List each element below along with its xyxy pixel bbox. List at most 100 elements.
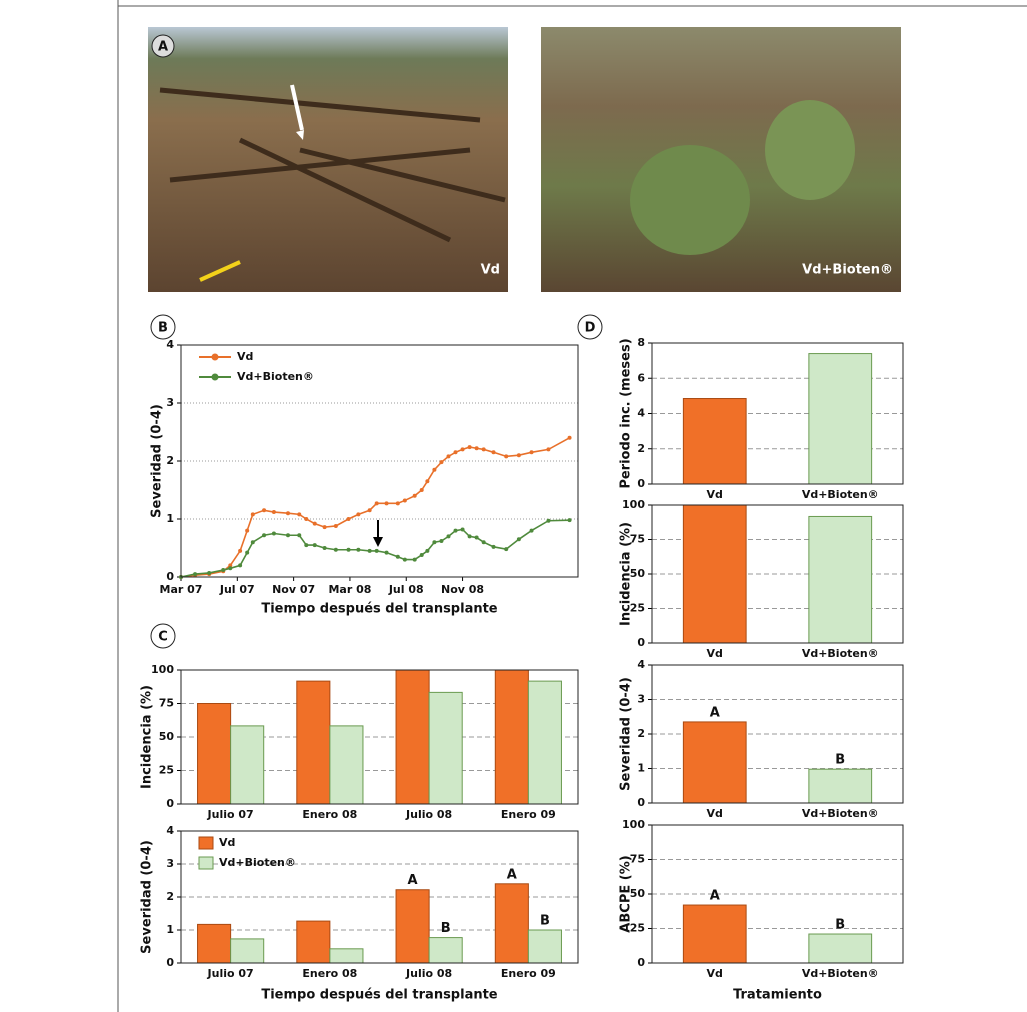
point — [285, 511, 290, 516]
x-tick-label: Enero 09 — [501, 967, 556, 980]
y-tick-label: 25 — [159, 764, 174, 777]
point — [567, 518, 572, 523]
x-tick-label: Vd+Bioten® — [802, 488, 879, 501]
plot-frame — [651, 342, 904, 485]
y-tick-label: 4 — [166, 824, 174, 837]
panel-badge — [151, 34, 175, 58]
photo-detail — [765, 100, 855, 200]
y-tick-label: 8 — [637, 336, 645, 349]
bar — [428, 937, 463, 964]
point — [453, 450, 458, 455]
y-axis-title: Incidencia (%) — [619, 522, 634, 626]
point — [304, 517, 309, 521]
bar — [808, 515, 873, 644]
y-tick-label: 50 — [159, 730, 175, 743]
point — [297, 533, 302, 538]
bar — [197, 923, 232, 964]
point — [504, 454, 509, 459]
point — [412, 557, 417, 562]
x-tick-label: Vd — [707, 967, 723, 980]
photo-label: Vd+Bioten® — [802, 263, 893, 278]
point — [322, 546, 327, 550]
y-tick-label: 25 — [630, 922, 645, 935]
point — [467, 534, 472, 539]
point — [285, 533, 290, 538]
y-tick-label: 1 — [166, 512, 174, 525]
point — [271, 531, 276, 536]
panel-letter: A — [158, 40, 168, 55]
y-axis-title: Incidencia (%) — [140, 685, 155, 789]
bar — [494, 669, 529, 805]
point — [356, 512, 361, 517]
y-tick-label: 75 — [630, 533, 645, 546]
photo-label: Vd — [481, 263, 500, 278]
plot-frame — [651, 824, 904, 964]
y-axis-title: Severidad (0-4) — [140, 840, 155, 954]
x-tick-label: Vd+Bioten® — [802, 967, 879, 980]
x-tick-label: Vd+Bioten® — [802, 807, 879, 820]
y-tick-label: 0 — [637, 796, 645, 809]
plot-frame — [180, 669, 579, 805]
point — [432, 540, 437, 545]
y-tick-label: 4 — [166, 338, 174, 351]
panel-badge — [150, 623, 176, 649]
point — [304, 543, 309, 548]
point — [346, 547, 351, 552]
bar — [527, 929, 562, 964]
point — [228, 566, 233, 571]
x-axis-title: Tiempo después del transplante — [261, 988, 497, 1003]
x-tick-label: Nov 07 — [272, 583, 315, 596]
photo-detail — [159, 87, 506, 243]
y-tick-label: 3 — [166, 396, 174, 409]
y-axis-title: ABCPE (%) — [619, 855, 634, 932]
x-tick-label: Julio 07 — [207, 808, 254, 821]
bar — [428, 691, 463, 805]
point — [474, 446, 479, 451]
bar — [682, 721, 747, 804]
panel-badge — [577, 314, 603, 340]
y-axis-title: Severidad (0-4) — [619, 677, 634, 791]
panel-letter: D — [585, 321, 596, 336]
plot-frame — [651, 664, 904, 804]
point — [221, 568, 226, 573]
photo-detail — [630, 145, 750, 255]
point — [374, 548, 379, 553]
point — [262, 508, 267, 513]
point — [228, 563, 233, 568]
point — [374, 501, 379, 506]
point — [312, 543, 317, 548]
x-tick-label: Jul 07 — [219, 583, 255, 596]
point — [250, 512, 255, 517]
significance-letter: A — [710, 889, 720, 904]
bar — [296, 920, 331, 964]
point — [432, 467, 437, 472]
series-line — [180, 437, 570, 578]
legend-marker — [211, 373, 219, 381]
x-tick-label: Enero 08 — [302, 967, 357, 980]
point — [546, 518, 551, 523]
point — [238, 548, 243, 553]
bar — [296, 680, 331, 805]
y-tick-label: 50 — [630, 887, 646, 900]
y-tick-label: 100 — [151, 663, 174, 676]
significance-letter: A — [408, 873, 418, 888]
bar — [682, 904, 747, 964]
bar — [527, 680, 562, 805]
significance-letter: A — [710, 705, 720, 720]
bar — [808, 933, 873, 964]
arrow — [199, 260, 241, 282]
x-tick-label: Vd — [707, 647, 723, 660]
legend-swatch — [198, 836, 214, 850]
point — [238, 563, 243, 568]
point — [446, 534, 451, 539]
point — [474, 535, 479, 540]
arrow — [290, 84, 304, 131]
bar — [682, 504, 747, 644]
panel-letter: B — [158, 321, 168, 336]
x-tick-label: Enero 09 — [501, 808, 556, 821]
y-tick-label: 0 — [166, 570, 174, 583]
y-tick-label: 0 — [637, 636, 645, 649]
y-tick-label: 75 — [159, 697, 174, 710]
bar — [494, 883, 529, 964]
